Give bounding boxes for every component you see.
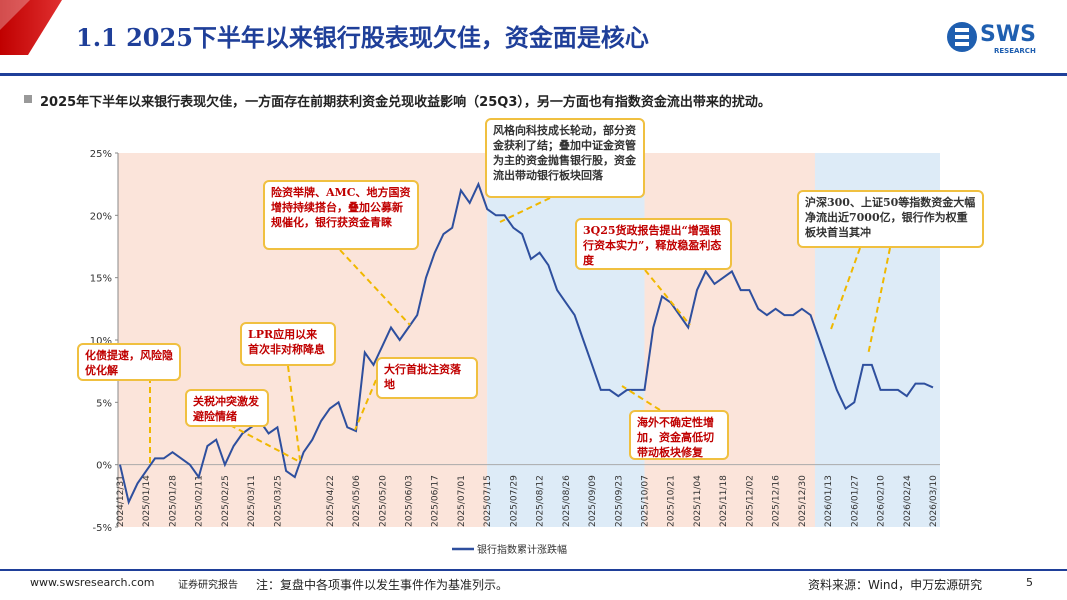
y-tick-label: 15% xyxy=(90,274,112,285)
logo-icon xyxy=(955,35,969,39)
y-tick-label: 10% xyxy=(90,336,112,347)
logo: SWS xyxy=(980,22,1036,47)
footer-tag: 证券研究报告 xyxy=(178,580,238,591)
legend-label: 银行指数累计涨跌幅 xyxy=(477,543,567,556)
footer-source: 资料来源：Wind，申万宏源研究 xyxy=(808,578,983,592)
leader-line xyxy=(287,365,301,461)
x-tick-label: 2025/11/04 xyxy=(693,475,703,527)
x-tick-label: 2025/08/26 xyxy=(562,475,572,527)
x-tick-label: 2025/03/25 xyxy=(273,475,283,527)
leader-line xyxy=(829,247,861,333)
page-number: 5 xyxy=(1026,576,1033,589)
x-tick-label: 2025/12/16 xyxy=(772,475,782,527)
x-tick-label: 2025/11/18 xyxy=(719,475,729,527)
logo-sub: RESEARCH xyxy=(994,47,1036,55)
leader-line xyxy=(339,249,411,326)
title: 1.1 2025下半年以来银行股表现欠佳，资金面是核心 xyxy=(76,23,649,52)
annotation: 沪深300、上证50等指数资金大幅净流出近7000亿，银行作为权重板块首当其冲 xyxy=(797,190,984,248)
bullet-mark xyxy=(24,95,32,103)
x-tick-label: 2025/09/09 xyxy=(588,475,598,527)
y-tick-label: 5% xyxy=(96,398,112,409)
header-rule xyxy=(0,73,1067,76)
x-tick-label: 2025/12/30 xyxy=(798,475,808,527)
x-tick-label: 2025/02/11 xyxy=(195,475,205,527)
phase-band xyxy=(644,153,815,527)
leader-line xyxy=(644,269,691,326)
x-tick-label: 2025/10/07 xyxy=(641,475,651,527)
annotation: 风格向科技成长轮动，部分资金获利了结；叠加中证金资管为主的资金抛售银行股，资金流… xyxy=(485,118,645,198)
x-tick-label: 2026/01/13 xyxy=(824,475,834,527)
x-tick-label: 2025/02/25 xyxy=(221,475,231,527)
phase-band xyxy=(487,153,645,527)
x-tick-label: 2026/03/10 xyxy=(929,475,939,527)
annotation: 海外不确定性增加，资金高低切带动板块修复 xyxy=(629,410,729,460)
y-tick-label: 25% xyxy=(90,149,112,160)
leader-line xyxy=(867,247,891,356)
x-tick-label: 2025/10/21 xyxy=(667,475,677,527)
x-tick-label: 2025/07/15 xyxy=(483,475,493,527)
annotation: 险资举牌、AMC、地方国资增持持续搭台，叠加公募新规催化，银行获资金青睐 xyxy=(263,180,419,250)
x-tick-label: 2026/01/27 xyxy=(850,475,860,527)
chart: -5% 0% 5% 10% 15% 20% 25% 2024/12/31 2025/01/14 2… xyxy=(90,149,940,556)
x-tick-label: 2026/02/24 xyxy=(903,475,913,527)
x-tick-label: 2026/02/10 xyxy=(877,475,887,527)
x-tick-label: 2025/03/11 xyxy=(247,475,257,527)
footer-site: www.swsresearch.com xyxy=(30,576,155,589)
x-tick-label: 2025/05/06 xyxy=(352,475,362,527)
footer-note: 注：复盘中各项事件以发生事件作为基准列示。 xyxy=(256,578,509,592)
x-tick-label: 2025/12/02 xyxy=(745,475,755,527)
leader-line xyxy=(354,379,377,431)
x-tick-label: 2025/06/03 xyxy=(404,475,414,527)
bullet-text: 2025年下半年以来银行表现欠佳，一方面存在前期获利资金兑现收益影响（25Q3）… xyxy=(40,95,771,110)
x-tick-label: 2025/07/01 xyxy=(457,475,467,527)
annotation: 关税冲突激发避险情绪 xyxy=(185,389,269,427)
x-tick-label: 2025/05/20 xyxy=(378,475,388,527)
x-tick-label: 2025/08/12 xyxy=(536,475,546,527)
x-tick-label: 2025/09/23 xyxy=(614,475,624,527)
annotation: 3Q25货政报告提出“增强银行资本实力”，释放稳盈利态度 xyxy=(575,218,732,270)
x-tick-label: 2024/12/31 xyxy=(116,475,126,527)
y-tick-label: 0% xyxy=(96,461,112,472)
annotation: 化债提速，风险隐优化解 xyxy=(77,343,181,381)
annotation: LPR应用以来首次非对称降息 xyxy=(240,322,336,366)
x-tick-label: 2025/01/28 xyxy=(168,475,178,527)
header-accent xyxy=(0,0,62,55)
leader-line xyxy=(229,424,301,463)
logo-icon xyxy=(955,28,969,32)
x-tick-label: 2025/04/22 xyxy=(326,475,336,527)
leader-line xyxy=(621,385,661,411)
annotation: 大行首批注资落地 xyxy=(376,357,478,399)
header-accent xyxy=(0,0,30,30)
x-tick-label: 2025/01/14 xyxy=(142,475,152,527)
logo-icon xyxy=(955,42,969,46)
x-tick-label: 2025/06/17 xyxy=(431,475,441,527)
y-tick-label: 20% xyxy=(90,211,112,222)
y-tick-label: -5% xyxy=(93,523,112,534)
x-tick-label: 2025/07/29 xyxy=(509,475,519,527)
footer-rule xyxy=(0,569,1067,571)
